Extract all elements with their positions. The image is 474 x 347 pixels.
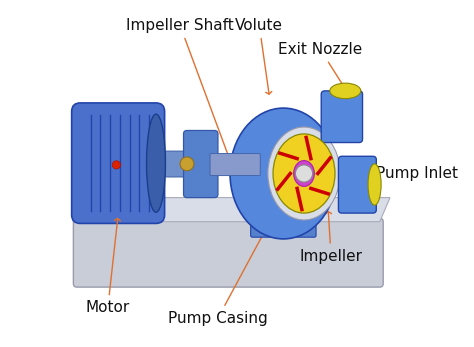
Point xyxy=(127,113,132,117)
Ellipse shape xyxy=(330,83,361,99)
Text: Motor: Motor xyxy=(86,218,130,315)
Point xyxy=(146,113,152,117)
FancyBboxPatch shape xyxy=(73,218,383,287)
Point xyxy=(98,209,103,213)
FancyBboxPatch shape xyxy=(210,153,260,176)
Text: Volute: Volute xyxy=(235,18,283,94)
Circle shape xyxy=(180,157,194,171)
Point xyxy=(107,113,113,117)
Ellipse shape xyxy=(268,127,340,220)
Point xyxy=(137,113,142,117)
Ellipse shape xyxy=(273,134,335,213)
Circle shape xyxy=(295,165,313,182)
FancyBboxPatch shape xyxy=(154,151,192,177)
Ellipse shape xyxy=(294,161,314,186)
Text: Pump Casing: Pump Casing xyxy=(168,232,268,325)
Point xyxy=(117,113,123,117)
Polygon shape xyxy=(77,197,390,222)
Circle shape xyxy=(112,161,120,169)
FancyBboxPatch shape xyxy=(183,130,218,197)
Text: Impeller Shaft: Impeller Shaft xyxy=(126,18,234,161)
FancyBboxPatch shape xyxy=(72,103,164,223)
Point xyxy=(127,209,132,213)
Point xyxy=(88,113,93,117)
Point xyxy=(107,209,113,213)
Point xyxy=(137,209,142,213)
Text: Pump Inlet: Pump Inlet xyxy=(363,166,458,186)
Point xyxy=(146,209,152,213)
Point xyxy=(88,209,93,213)
Ellipse shape xyxy=(230,108,337,239)
FancyBboxPatch shape xyxy=(321,91,363,143)
FancyBboxPatch shape xyxy=(338,156,376,213)
Text: Impeller: Impeller xyxy=(300,212,363,264)
Point xyxy=(117,209,123,213)
Point xyxy=(98,113,103,117)
Ellipse shape xyxy=(146,114,165,212)
FancyBboxPatch shape xyxy=(295,197,316,237)
Text: Exit Nozzle: Exit Nozzle xyxy=(278,42,363,91)
FancyBboxPatch shape xyxy=(251,197,271,237)
Ellipse shape xyxy=(368,164,381,205)
